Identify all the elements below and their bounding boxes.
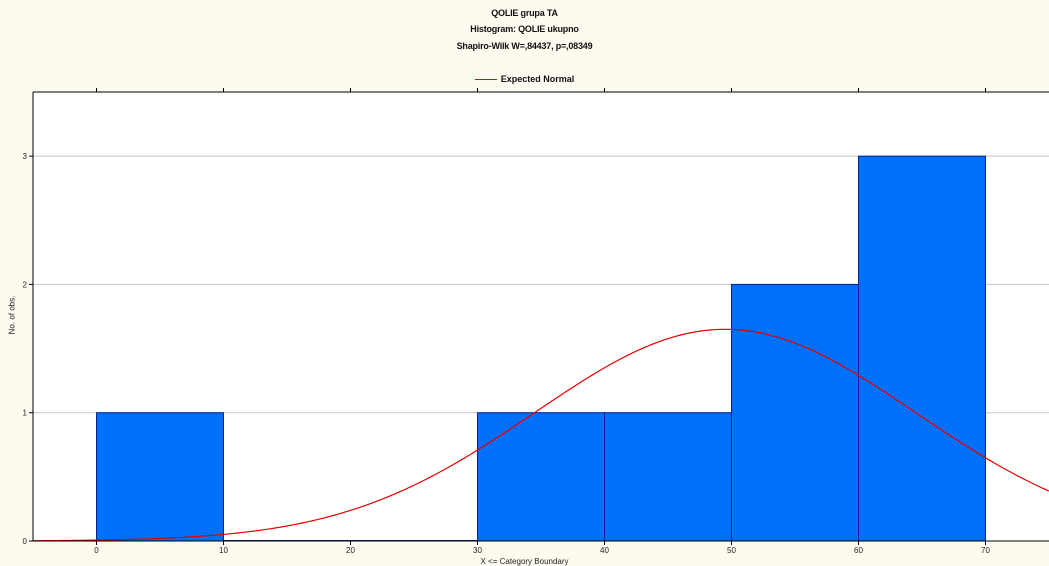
x-tick-label: 50 <box>727 546 736 555</box>
normality-test-label: Shapiro-Wilk W=,84437, p=,08349 <box>456 41 593 51</box>
x-tick-label: 30 <box>473 546 482 555</box>
histogram-bar <box>477 412 605 542</box>
legend-entry-expected-normal: Expected Normal <box>500 74 575 84</box>
chart-title: QOLIE grupa TA <box>491 8 558 18</box>
x-tick-label: 70 <box>981 546 990 555</box>
histogram-bar <box>858 155 986 542</box>
x-tick-label: 40 <box>600 546 609 555</box>
y-tick-label: 3 <box>23 152 28 161</box>
histogram-bar <box>731 283 859 542</box>
x-tick-label: 10 <box>219 546 228 555</box>
expected-normal-curve <box>32 328 1049 542</box>
legend-line-swatch <box>474 79 497 81</box>
histogram-bar <box>96 412 224 542</box>
y-tick-label: 2 <box>23 280 28 289</box>
y-tick-label: 1 <box>23 409 28 418</box>
x-tick-label: 60 <box>854 546 863 555</box>
y-axis-label: No. of obs. <box>7 295 17 335</box>
x-tick-label: 0 <box>94 546 99 555</box>
y-tick-label: 0 <box>23 537 28 546</box>
histogram-bar <box>604 412 732 542</box>
x-tick-label: 20 <box>346 546 355 555</box>
legend: Expected Normal <box>0 74 1049 84</box>
x-axis-label: X <= Category Boundary <box>480 557 569 566</box>
chart-subtitle: Histogram: QOLIE ukupno <box>470 24 579 34</box>
